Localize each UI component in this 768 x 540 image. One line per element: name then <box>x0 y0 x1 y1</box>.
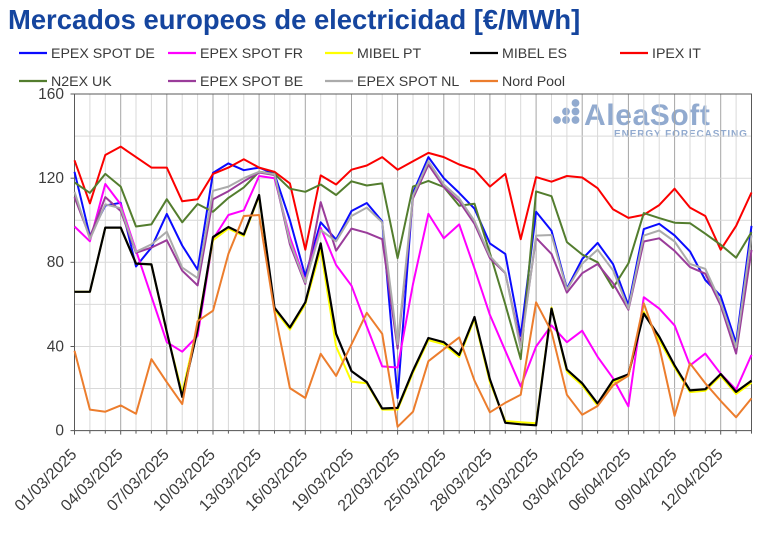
svg-text:Mercados europeos de electrici: Mercados europeos de electricidad [€/MWh… <box>8 4 580 35</box>
svg-text:IPEX IT: IPEX IT <box>652 46 701 62</box>
svg-text:N2EX UK: N2EX UK <box>51 74 112 90</box>
svg-text:AleaSoft: AleaSoft <box>584 99 711 132</box>
svg-text:0: 0 <box>55 422 64 439</box>
svg-text:EPEX SPOT DE: EPEX SPOT DE <box>51 46 155 62</box>
svg-text:EPEX SPOT BE: EPEX SPOT BE <box>200 74 303 90</box>
svg-text:80: 80 <box>47 254 65 271</box>
svg-text:MIBEL PT: MIBEL PT <box>357 46 421 62</box>
svg-text:40: 40 <box>47 338 65 355</box>
svg-text:Nord Pool: Nord Pool <box>502 74 565 90</box>
svg-text:EPEX SPOT FR: EPEX SPOT FR <box>200 46 303 62</box>
svg-text:MIBEL ES: MIBEL ES <box>502 46 567 62</box>
svg-text:120: 120 <box>38 170 64 187</box>
svg-text:160: 160 <box>38 86 64 103</box>
svg-text:EPEX SPOT NL: EPEX SPOT NL <box>357 74 459 90</box>
svg-text:ENERGY FORECASTING: ENERGY FORECASTING <box>614 129 748 140</box>
